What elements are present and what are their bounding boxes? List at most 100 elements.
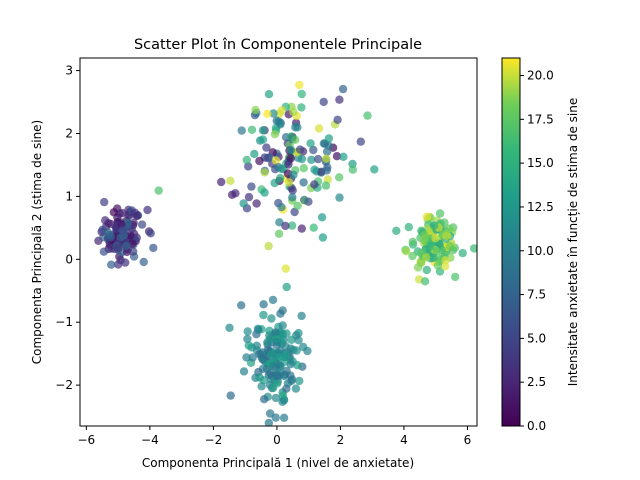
scatter-point (339, 152, 348, 161)
scatter-point (270, 130, 280, 139)
x-axis: −6 −4 −2 0 2 4 6 (78, 426, 471, 447)
scatter-point (273, 371, 282, 380)
y-tick-label: −1 (55, 315, 73, 329)
scatter-point (247, 182, 256, 191)
scatter-point (310, 180, 319, 189)
scatter-point (458, 248, 467, 258)
scatter-point (267, 350, 276, 359)
colorbar-tick-label: 10.0 (527, 244, 554, 258)
scatter-point (404, 222, 413, 232)
scatter-point (99, 247, 109, 256)
scatter-point (279, 413, 289, 422)
scatter-point (244, 162, 253, 171)
scatter-point (137, 220, 147, 229)
scatter-point (103, 228, 112, 237)
scatter-point (292, 346, 301, 355)
scatter-point (281, 264, 290, 273)
x-axis-label: Componenta Principală 1 (nivel de anxiet… (142, 456, 414, 470)
scatter-point (295, 145, 305, 154)
scatter-point (420, 277, 430, 286)
scatter-point (293, 201, 302, 210)
scatter-point (122, 241, 131, 250)
scatter-point (284, 178, 294, 187)
x-tick-label: −4 (141, 433, 159, 447)
scatter-point (226, 391, 235, 400)
scatter-point (277, 164, 286, 173)
scatter-point (278, 397, 287, 406)
scatter-point (291, 384, 301, 393)
scatter-point (149, 243, 158, 253)
scatter-point (239, 199, 248, 208)
scatter-point (299, 178, 308, 187)
scatter-point (433, 261, 443, 270)
scatter-point (252, 199, 261, 208)
scatter-point (271, 328, 280, 337)
scatter-point (258, 135, 268, 144)
scatter-point (288, 186, 297, 195)
scatter-point (244, 192, 254, 202)
scatter-point (271, 393, 281, 403)
scatter-point (217, 177, 226, 187)
scatter-point (255, 373, 264, 382)
scatter-point (114, 243, 123, 253)
scatter-point (251, 105, 260, 115)
scatter-point (297, 103, 306, 112)
scatter-point (309, 223, 318, 232)
scatter-point (289, 107, 298, 117)
colorbar-tick-label: 7.5 (527, 288, 546, 302)
scatter-point (322, 166, 331, 175)
scatter-point (257, 382, 266, 391)
scatter-point (324, 134, 334, 143)
scatter-point (421, 253, 431, 262)
scatter-point (154, 186, 163, 195)
scatter-point (426, 242, 435, 251)
scatter-point (278, 329, 288, 338)
scatter-point (243, 334, 252, 344)
colorbar-axis: 0.0 2.5 5.0 7.5 10.0 12.5 15.0 17.5 20.0 (520, 69, 554, 433)
scatter-point (231, 189, 240, 198)
scatter-point (272, 337, 281, 347)
scatter-point (268, 383, 278, 393)
scatter-point (268, 295, 278, 305)
scatter-point (295, 376, 304, 386)
plot-frame (79, 57, 478, 427)
scatter-point (348, 165, 357, 174)
scatter-point (429, 221, 439, 230)
colorbar-tick-label: 17.5 (527, 112, 554, 126)
scatter-point (109, 208, 119, 217)
colorbar-tick-label: 5.0 (527, 331, 546, 345)
scatter-point (310, 165, 319, 174)
scatter-point (306, 139, 315, 148)
scatter-point (276, 173, 285, 183)
scatter-point (356, 137, 365, 146)
scatter-point (100, 197, 109, 207)
scatter-point (267, 314, 276, 323)
scatter-point (333, 115, 342, 125)
scatter-point (313, 154, 323, 164)
scatter-point (309, 145, 318, 155)
x-tick-label: 4 (400, 433, 408, 447)
scatter-point (269, 109, 278, 118)
scatter-point (431, 234, 440, 243)
scatter-point (408, 237, 417, 246)
scatter-point (275, 352, 284, 362)
scatter-point (287, 221, 297, 230)
scatter-point (277, 203, 286, 212)
scatter-point (126, 231, 135, 240)
scatter-point (278, 391, 288, 400)
scatter-point (282, 282, 291, 292)
scatter-point (335, 95, 344, 104)
scatter-point (392, 226, 401, 235)
scatter-point (294, 336, 303, 345)
scatter-point (319, 97, 328, 107)
scatter-point (239, 367, 249, 376)
scatter-point (422, 265, 431, 275)
scatter-point (282, 384, 291, 393)
scatter-point (289, 170, 298, 180)
scatter-point (242, 353, 251, 362)
scatter-point (259, 310, 268, 320)
scatter-point (121, 258, 130, 267)
scatter-point (247, 125, 257, 134)
scatter-point (299, 164, 308, 173)
